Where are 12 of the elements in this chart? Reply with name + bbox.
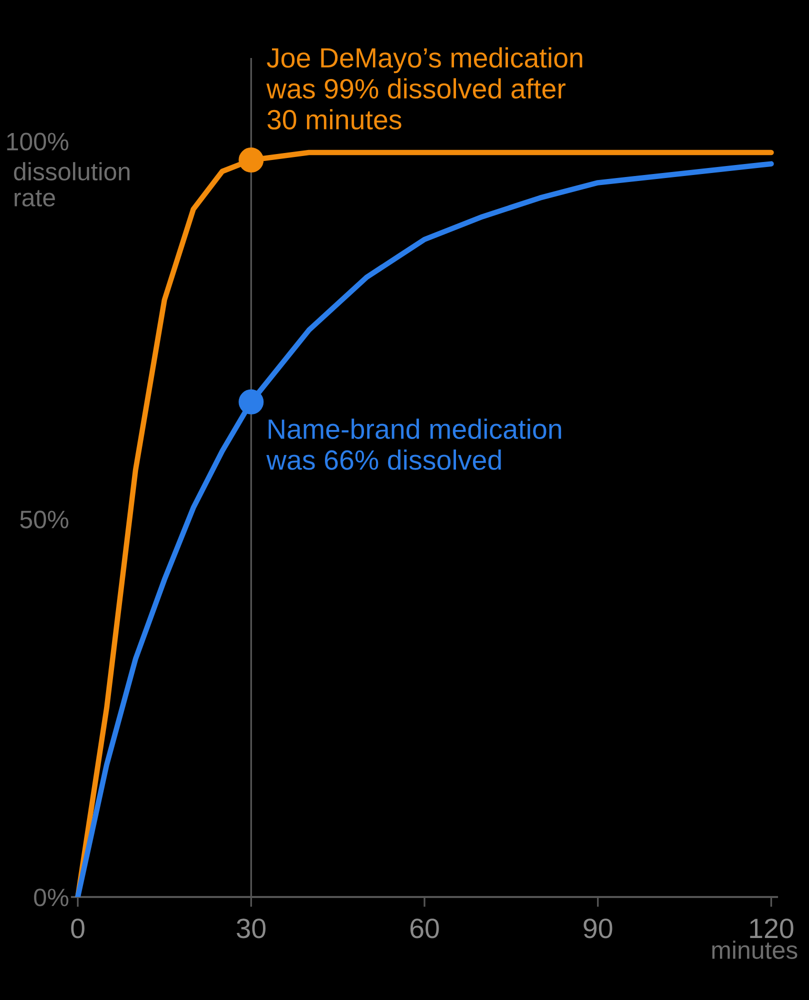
- y-axis-title: dissolution rate: [14, 162, 130, 207]
- x-tick-label: 120: [750, 918, 794, 938]
- annotation: Name-brand medication was 66% dissolved: [266, 418, 562, 470]
- x-tick-label: 90: [584, 918, 612, 938]
- annotation: Joe DeMayo’s medication was 99% dissolved after 30 minutes: [266, 47, 582, 130]
- x-tick-label: 30: [236, 918, 266, 938]
- y-tick-label: 50%: [20, 510, 68, 528]
- x-axis-title: minutes: [712, 940, 798, 959]
- x-tick-label: 0: [71, 918, 84, 938]
- x-tick-label: 60: [410, 918, 439, 938]
- y-tick-label: 0%: [34, 888, 68, 906]
- y-tick-label: 100%: [7, 132, 68, 150]
